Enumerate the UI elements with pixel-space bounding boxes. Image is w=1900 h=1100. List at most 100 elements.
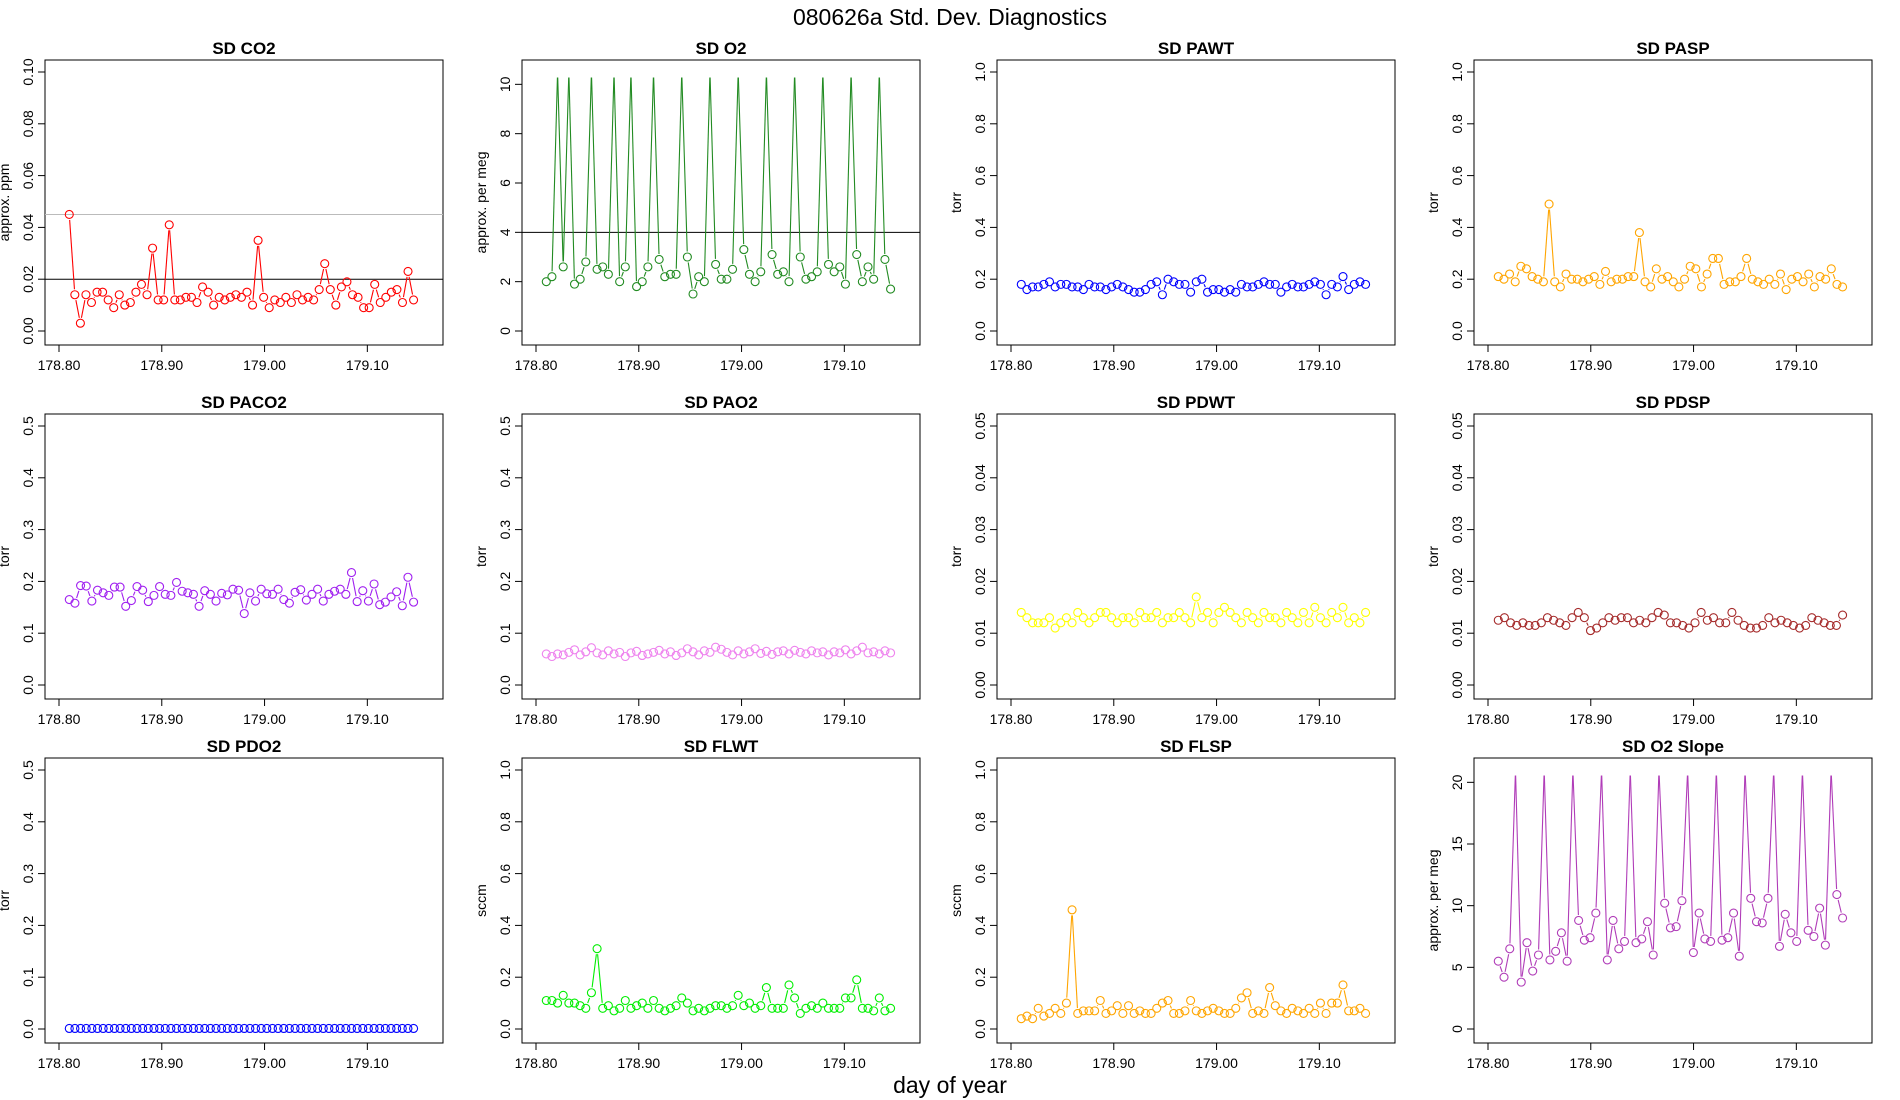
data-point	[335, 1023, 345, 1034]
y-tick-label: 0.05	[972, 412, 988, 439]
data-point	[1533, 274, 1543, 284]
data-point	[1090, 1006, 1100, 1016]
series-segment	[1601, 276, 1604, 280]
data-point	[1794, 623, 1805, 633]
x-tick-label: 178.90	[617, 1055, 660, 1071]
data-point	[392, 1023, 402, 1034]
data-point	[301, 1023, 311, 1034]
data-point	[70, 598, 80, 608]
data-point	[1651, 264, 1661, 274]
data-point	[1674, 282, 1684, 292]
series-segment	[87, 591, 91, 597]
y-tick-label: 0.4	[1449, 217, 1465, 237]
data-point	[192, 297, 202, 308]
data-point	[1600, 266, 1611, 276]
series-segment	[585, 77, 592, 257]
data-point	[1016, 1014, 1026, 1024]
series-segment	[1499, 966, 1503, 973]
series-segment	[1595, 775, 1602, 908]
x-tick-label: 179.00	[243, 1055, 286, 1071]
data-point	[1751, 623, 1762, 633]
data-point	[1819, 618, 1829, 628]
data-point	[1327, 279, 1337, 289]
series-segment	[1343, 990, 1349, 1006]
y-tick-label: 1.0	[972, 62, 988, 82]
data-point	[183, 588, 193, 598]
data-point	[1265, 613, 1275, 623]
data-point	[256, 1023, 266, 1034]
data-point	[711, 1001, 721, 1011]
data-point	[1135, 287, 1145, 297]
panel-3: SD PAWT torr 0.0 0.2 0.4 0.6 0.8 1.0 178.80 178.9…	[948, 39, 1396, 373]
series-segment	[732, 77, 739, 264]
x-tick-label: 178.80	[515, 1055, 558, 1071]
data-point	[143, 597, 153, 607]
x-tick-label: 178.80	[515, 711, 558, 727]
data-point	[1265, 983, 1275, 993]
x-tick-label: 179.00	[1195, 357, 1238, 373]
series-segment	[850, 77, 858, 250]
data-point	[1635, 615, 1645, 625]
plot-frame	[44, 757, 444, 1044]
data-point	[1163, 274, 1173, 284]
data-point	[1355, 1003, 1365, 1013]
data-point	[320, 259, 330, 269]
series-segment	[1572, 775, 1579, 915]
plot-frame	[521, 413, 921, 700]
data-point	[1536, 618, 1546, 628]
data-point	[1561, 620, 1571, 630]
y-tick-label: 0.2	[20, 571, 36, 591]
series-segment	[352, 577, 357, 597]
data-point	[1039, 279, 1049, 289]
data-point	[553, 649, 563, 659]
data-point	[286, 297, 296, 308]
x-tick-label: 178.90	[617, 711, 660, 727]
main-title: 080626a Std. Dev. Diagnostics	[792, 4, 1108, 30]
data-point	[369, 1023, 379, 1034]
data-point	[1191, 1006, 1201, 1016]
data-point	[296, 1023, 306, 1034]
data-point	[643, 1003, 653, 1013]
data-point	[186, 292, 197, 302]
x-tick-label: 179.00	[1672, 711, 1715, 727]
x-tick-label: 179.10	[1298, 1055, 1341, 1071]
data-point	[857, 277, 867, 287]
data-point	[104, 590, 114, 600]
data-point	[228, 1023, 238, 1034]
data-point	[705, 1003, 715, 1013]
data-point	[598, 1003, 608, 1013]
y-tick-label: 0.0	[20, 1019, 36, 1039]
data-point	[1073, 282, 1083, 292]
data-point	[259, 292, 269, 302]
data-point	[1804, 269, 1814, 279]
series-segment	[597, 954, 603, 1003]
data-point	[1287, 279, 1297, 289]
data-point	[335, 584, 345, 594]
data-point	[1623, 272, 1633, 282]
data-point	[1798, 277, 1808, 287]
data-point	[250, 1023, 261, 1034]
series-segment	[1762, 903, 1768, 918]
y-tick-label: 0.4	[972, 217, 988, 237]
data-point	[1665, 923, 1675, 933]
data-point	[1685, 261, 1695, 271]
data-point	[1327, 998, 1337, 1008]
data-point	[1753, 277, 1763, 287]
data-point	[677, 993, 687, 1003]
data-point	[1112, 1001, 1122, 1011]
data-point	[694, 272, 704, 282]
data-point	[120, 300, 130, 310]
y-axis-label: approx. per meg	[1425, 850, 1441, 952]
y-tick-label: 0.3	[20, 520, 36, 540]
data-point	[121, 1023, 131, 1034]
data-point	[1585, 933, 1595, 943]
data-point	[592, 944, 602, 954]
data-point	[1628, 618, 1639, 628]
data-point	[1659, 610, 1669, 620]
data-point	[309, 295, 319, 305]
data-point	[253, 235, 263, 245]
data-point	[1236, 993, 1246, 1003]
data-point	[1629, 272, 1639, 282]
data-point	[744, 647, 755, 657]
